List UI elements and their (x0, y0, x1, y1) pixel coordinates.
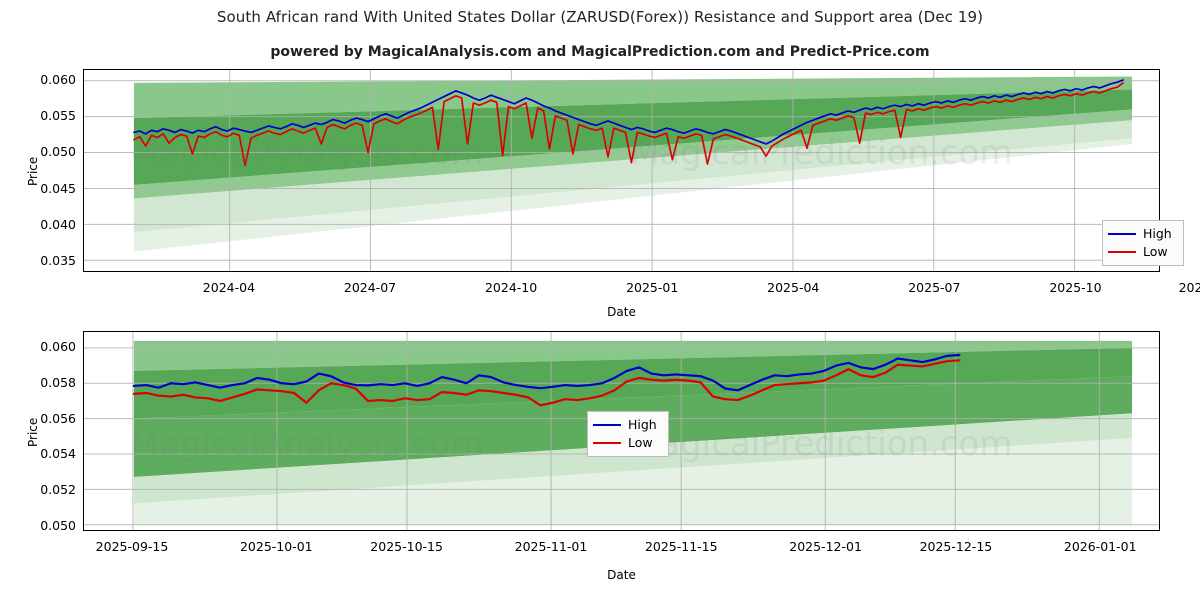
x-tick-label: 2025-04 (767, 280, 820, 295)
y-tick-label: 0.045 (40, 180, 76, 196)
x-tick-label: 2026-01 (1178, 280, 1200, 295)
y-tick-label: 0.055 (40, 108, 76, 124)
x-tick-label: 2025-10 (1049, 280, 1102, 295)
bottom-x-axis-label: Date (607, 568, 636, 582)
bottom-chart-legend[interactable]: High Low (587, 411, 669, 457)
top-plot-area (83, 69, 1160, 272)
legend-swatch-low (593, 442, 621, 444)
y-tick-label: 0.060 (40, 339, 76, 355)
bottom-y-axis-label: Price (26, 417, 40, 447)
x-tick-label: 2026-01-01 (1063, 539, 1137, 554)
top-x-axis-label: Date (607, 305, 636, 319)
x-tick-label: 2025-10-15 (370, 539, 443, 554)
legend-swatch-low (1108, 251, 1136, 253)
band-support-mid (133, 120, 1133, 233)
legend-row-low: Low (1108, 243, 1176, 261)
top-chart-legend[interactable]: High Low (1102, 220, 1184, 266)
x-tick-label: 2024-07 (343, 280, 397, 295)
legend-label-low: Low (1143, 244, 1168, 259)
y-tick-label: 0.054 (40, 446, 76, 462)
bottom-plot-area (83, 331, 1160, 531)
series-line-high (133, 79, 1124, 145)
legend-swatch-high (1108, 233, 1136, 235)
top-chart-svg (84, 70, 1159, 271)
legend-row-high: High (1108, 225, 1176, 243)
legend-swatch-high (593, 424, 621, 426)
legend-label-high: High (628, 417, 657, 432)
chart-title: South African rand With United States Do… (216, 8, 984, 26)
x-tick-label: 2025-10-01 (239, 539, 313, 554)
x-tick-label: 2025-11-15 (644, 539, 718, 554)
x-tick-label: 2024-10 (484, 280, 538, 295)
x-tick-label: 2024-04 (202, 280, 256, 295)
top-chart-panel (83, 69, 1160, 272)
x-tick-label: 2025-12-15 (919, 539, 993, 554)
series-line-high (132, 353, 961, 392)
band-support-mid (133, 413, 1133, 504)
bottom-chart-panel (83, 331, 1160, 531)
x-tick-label: 2025-12-01 (789, 539, 862, 554)
legend-row-high: High (593, 416, 661, 434)
y-tick-label: 0.056 (40, 410, 76, 426)
chart-subtitle: powered by MagicalAnalysis.com and Magic… (270, 44, 930, 60)
y-tick-label: 0.050 (40, 517, 76, 533)
band-support-lower (133, 438, 1133, 525)
series-line-low (133, 82, 1124, 167)
top-y-axis-label: Price (26, 156, 40, 186)
x-tick-label: 2025-11-01 (514, 539, 588, 554)
y-tick-label: 0.040 (40, 216, 76, 232)
x-tick-label: 2025-09-15 (95, 539, 169, 554)
y-tick-label: 0.035 (40, 253, 76, 269)
legend-row-low: Low (593, 434, 661, 452)
bottom-chart-svg (84, 332, 1159, 530)
y-tick-label: 0.050 (40, 144, 76, 160)
legend-label-low: Low (628, 435, 653, 450)
x-tick-label: 2025-07 (908, 280, 961, 295)
band-support-lower (133, 138, 1133, 252)
series-line-low (132, 359, 961, 407)
y-tick-label: 0.052 (40, 481, 76, 497)
x-tick-label: 2025-01 (626, 280, 679, 295)
y-tick-label: 0.058 (40, 374, 76, 390)
band-resistance-upper (133, 76, 1133, 119)
legend-label-high: High (1143, 226, 1172, 241)
y-tick-label: 0.060 (40, 71, 76, 87)
